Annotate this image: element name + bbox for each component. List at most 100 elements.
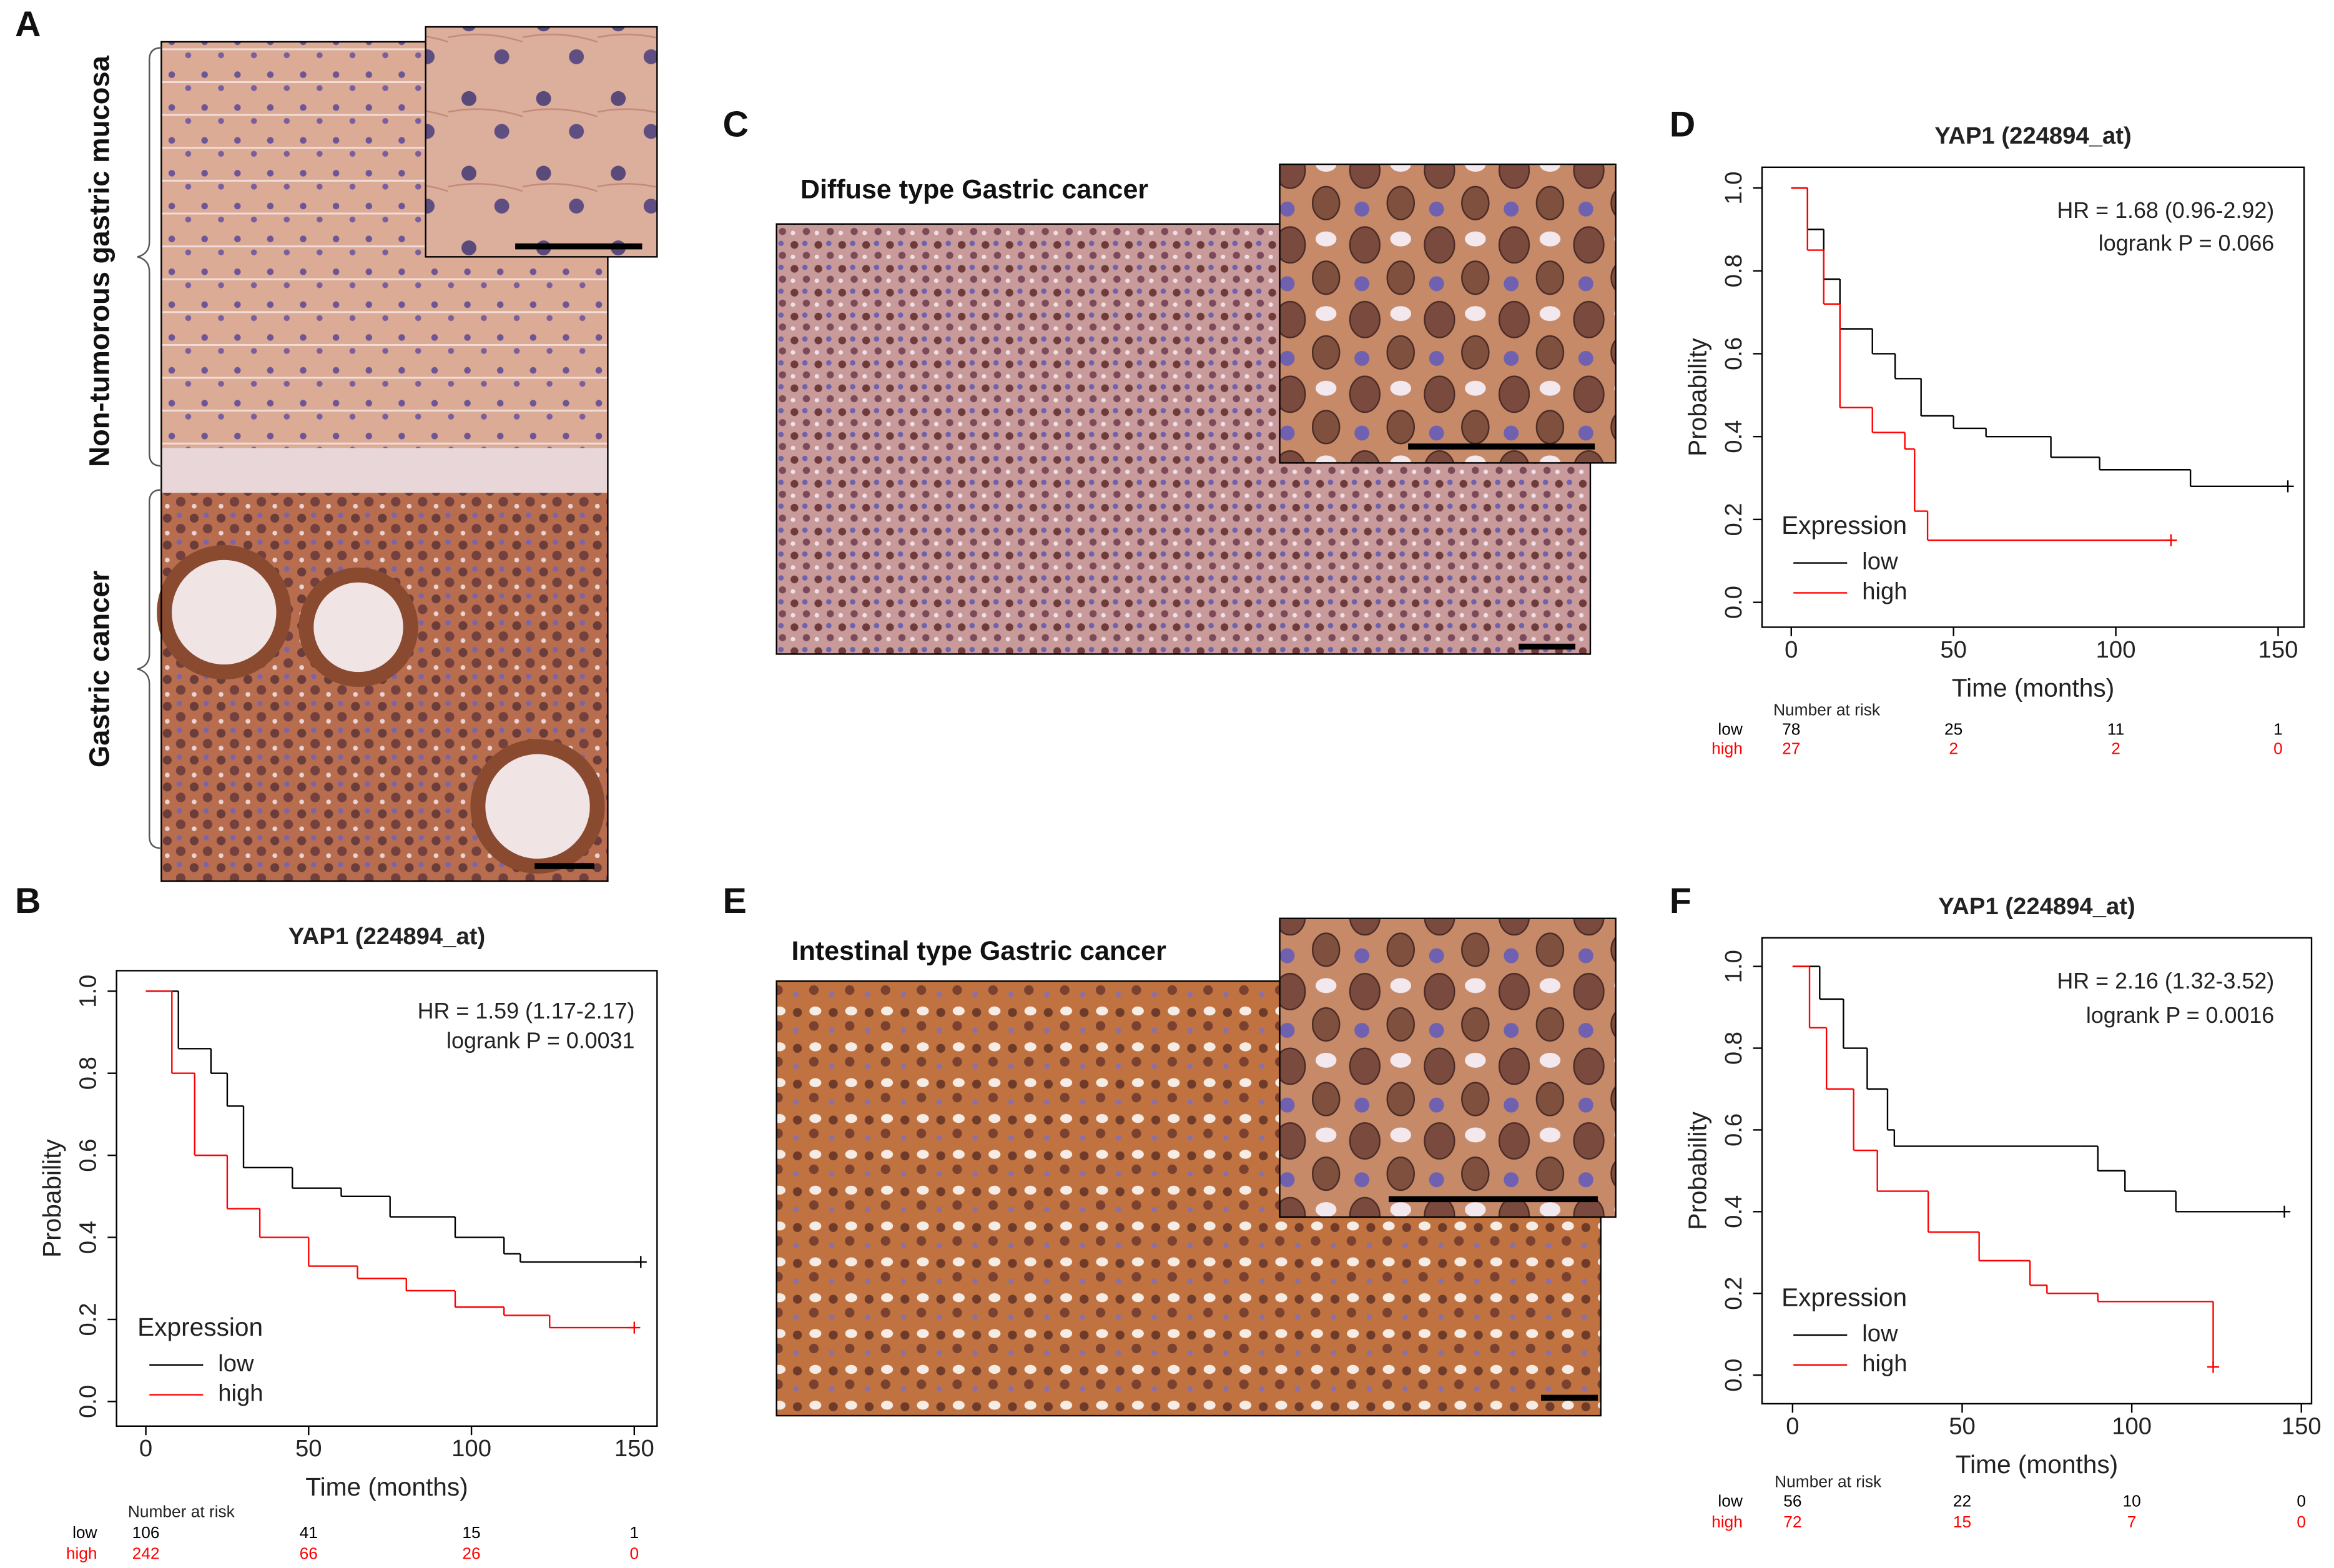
brace <box>137 489 162 849</box>
inset <box>1279 163 1617 464</box>
y-tick-label: 1.0 <box>75 975 102 1008</box>
plot-frame <box>116 970 658 1427</box>
risk-row-label: low <box>72 1523 97 1542</box>
risk-count: 15 <box>462 1523 480 1542</box>
panel-e: Intestinal type Gastric cancer <box>776 917 1617 1417</box>
censor-mark <box>628 1321 641 1334</box>
legend-label: low <box>1862 548 1898 575</box>
km-chart: YAP1 (224894_at) 0 50 100 150 0.0 0.2 0.4 0.6 0.8… <box>1683 122 2305 757</box>
chart-title: YAP1 (224894_at) <box>288 923 485 950</box>
legend-label: high <box>1862 1350 1907 1377</box>
risk-count: 2 <box>1949 739 1958 757</box>
risk-row-label: low <box>1718 719 1743 738</box>
annotation: HR = 2.16 (1.32-3.52) <box>2057 969 2274 994</box>
region-label: Gastric cancer <box>84 571 116 768</box>
frame <box>160 41 609 882</box>
region-label: Non-tumorous gastric mucosa <box>84 55 116 466</box>
risk-count: 10 <box>2122 1492 2140 1511</box>
risk-count: 0 <box>2297 1492 2306 1511</box>
risk-row-label: low <box>1718 1492 1743 1511</box>
inset <box>425 26 658 258</box>
risk-count: 106 <box>132 1523 160 1542</box>
risk-count: 72 <box>1783 1512 1801 1531</box>
y-tick-label: 0.2 <box>1720 503 1747 536</box>
risk-count: 27 <box>1782 739 1800 757</box>
risk-count: 56 <box>1783 1492 1801 1511</box>
censor-mark <box>2165 534 2177 546</box>
gland <box>157 545 292 680</box>
x-tick-label: 100 <box>2112 1413 2152 1439</box>
gland <box>470 739 605 874</box>
y-axis-label: Probability <box>1683 338 1711 456</box>
x-tick-label: 0 <box>1786 1413 1799 1439</box>
y-tick-label: 0.0 <box>1720 586 1747 619</box>
x-tick-label: 0 <box>1785 636 1798 663</box>
risk-count: 7 <box>2127 1512 2137 1531</box>
risk-count: 0 <box>630 1544 639 1562</box>
risk-count: 11 <box>2107 719 2124 738</box>
y-tick-label: 0.2 <box>1720 1277 1747 1310</box>
legend-title: Expression <box>1781 1283 1907 1311</box>
annotation: HR = 1.68 (0.96-2.92) <box>2057 198 2274 223</box>
risk-title: Number at risk <box>128 1502 235 1521</box>
risk-count: 0 <box>2297 1512 2306 1531</box>
risk-count: 1 <box>630 1523 639 1542</box>
legend-title: Expression <box>1781 511 1907 540</box>
y-tick-label: 1.0 <box>1720 171 1747 204</box>
y-tick-label: 0.0 <box>1720 1359 1747 1392</box>
x-axis-label: Time (months) <box>305 1472 468 1501</box>
panel-a: Non-tumorous gastric mucosa Gastric canc… <box>84 26 658 882</box>
y-tick-label: 0.4 <box>1720 420 1747 453</box>
x-tick-label: 150 <box>2258 636 2298 663</box>
legend-title: Expression <box>137 1313 263 1341</box>
y-tick-label: 0.8 <box>1720 254 1747 287</box>
legend-label: high <box>218 1380 263 1407</box>
risk-row-label: high <box>1711 739 1743 757</box>
x-axis-label: Time (months) <box>1956 1450 2118 1479</box>
panel-label: C <box>723 104 749 144</box>
annotation: HR = 1.59 (1.17-2.17) <box>418 998 635 1023</box>
x-tick-label: 100 <box>2096 636 2136 663</box>
image-caption: Intestinal type Gastric cancer <box>792 936 1167 966</box>
x-tick-label: 150 <box>2282 1413 2322 1439</box>
y-tick-label: 0.6 <box>1720 337 1747 370</box>
risk-count: 0 <box>2273 739 2283 757</box>
km-chart: YAP1 (224894_at)0 50 100 1500.00.20.40.60.8… <box>1683 893 2321 1531</box>
panel-c: Diffuse type Gastric cancer <box>776 163 1617 655</box>
y-tick-label: 0.8 <box>1720 1032 1747 1065</box>
panel-label: A <box>15 4 41 44</box>
risk-count: 66 <box>300 1544 318 1562</box>
panel-label: E <box>723 881 747 921</box>
risk-count: 22 <box>1953 1492 1971 1511</box>
y-tick-label: 1.0 <box>1720 950 1747 983</box>
annotation: logrank P = 0.0016 <box>2086 1003 2274 1028</box>
chart-title: YAP1 (224894_at) <box>1938 893 2135 920</box>
censor-mark <box>2278 1205 2291 1218</box>
risk-count: 26 <box>462 1544 480 1562</box>
y-tick-label: 0.6 <box>75 1139 102 1172</box>
plot-frame <box>1761 166 2305 628</box>
plot-frame <box>1761 937 2313 1405</box>
annotation: logrank P = 0.066 <box>2099 231 2274 256</box>
y-axis-label: Probability <box>37 1139 66 1258</box>
legend-label: low <box>1862 1320 1898 1347</box>
panel-label: F <box>1670 881 1691 921</box>
censor-mark <box>634 1256 647 1268</box>
inset <box>1279 917 1617 1218</box>
legend-label: high <box>1862 578 1907 605</box>
y-tick-label: 0.2 <box>75 1303 102 1336</box>
risk-count: 1 <box>2273 719 2283 738</box>
y-tick-label: 0.0 <box>75 1385 102 1418</box>
x-tick-label: 50 <box>295 1435 322 1462</box>
x-tick-label: 150 <box>614 1435 654 1462</box>
risk-count: 242 <box>132 1544 160 1562</box>
km-chart: YAP1 (224894_at)0 50 100 1500.00.20.40.60.8… <box>37 923 658 1562</box>
x-tick-label: 100 <box>451 1435 491 1462</box>
x-tick-label: 50 <box>1949 1413 1976 1439</box>
y-axis-label: Probability <box>1683 1111 1711 1230</box>
chart-title: YAP1 (224894_at) <box>1934 122 2131 149</box>
x-tick-label: 50 <box>1940 636 1967 663</box>
legend-label: low <box>218 1350 254 1377</box>
annotation: logrank P = 0.0031 <box>446 1028 634 1053</box>
